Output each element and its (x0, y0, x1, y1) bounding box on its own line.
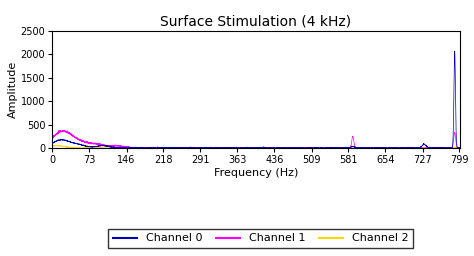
Title: Surface Stimulation (4 kHz): Surface Stimulation (4 kHz) (160, 14, 352, 28)
X-axis label: Frequency (Hz): Frequency (Hz) (214, 168, 298, 178)
Legend: Channel 0, Channel 1, Channel 2: Channel 0, Channel 1, Channel 2 (108, 229, 413, 248)
Y-axis label: Amplitude: Amplitude (8, 61, 18, 118)
